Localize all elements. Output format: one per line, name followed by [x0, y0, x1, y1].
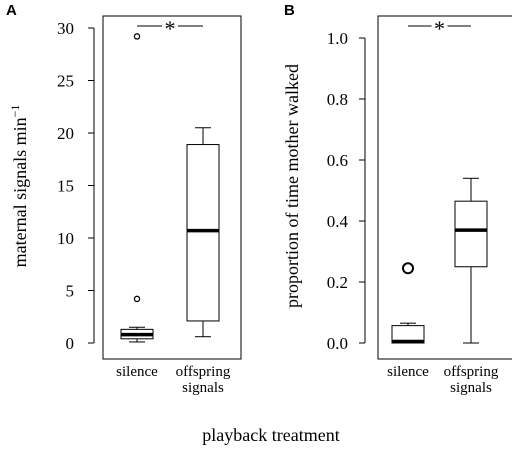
plot-frame	[377, 15, 512, 360]
category-label: silence	[387, 364, 429, 380]
panel-letter: B	[284, 2, 295, 19]
panel-a: A 0 5 10 15 20 25 30 maternal signals min−1 silen…	[6, 2, 242, 396]
outlier-point	[133, 33, 141, 40]
y-axis-label-superscript: −1	[8, 105, 22, 118]
y-axis-label-text: maternal signals min	[10, 117, 30, 267]
y-axis-label-text: proportion of time mother walked	[282, 64, 302, 308]
y-axis-label: maternal signals min−1	[8, 105, 30, 268]
plot-frame	[102, 15, 242, 360]
significance-marker: *	[165, 16, 176, 41]
category-label: signals	[182, 380, 224, 396]
y-tick-label: 30	[57, 19, 74, 38]
x-axis-label: playback treatment	[202, 425, 339, 445]
box-0	[120, 33, 154, 343]
box-1	[186, 127, 220, 338]
box-0	[391, 262, 425, 344]
category-label: offspring	[176, 364, 231, 380]
significance-marker: *	[434, 16, 445, 41]
y-tick-label: 25	[57, 72, 74, 91]
panel-letter: A	[6, 2, 17, 19]
y-tick-label: 20	[57, 124, 74, 143]
y-tick-label: 0.6	[327, 151, 348, 170]
panel-b: B 0.0 0.2 0.4 0.6 0.8 1.0 proportion of time mo…	[282, 2, 512, 396]
y-tick-label: 5	[66, 282, 75, 301]
y-tick-label: 0.8	[327, 90, 348, 109]
y-tick-label: 0	[66, 334, 75, 353]
outlier-point	[133, 295, 141, 303]
y-tick-label: 15	[57, 177, 74, 196]
category-label: silence	[116, 364, 158, 380]
category-label: signals	[450, 380, 492, 396]
box-1	[454, 177, 488, 344]
box-iqr	[454, 200, 488, 268]
y-tick-label: 10	[57, 229, 74, 248]
y-tick-label: 0.2	[327, 273, 348, 292]
category-label: offspring	[444, 364, 499, 380]
outlier-point	[402, 262, 414, 275]
y-axis-label: proportion of time mother walked	[282, 64, 302, 308]
box-iqr	[186, 144, 220, 322]
y-tick-label: 0.0	[327, 334, 348, 353]
y-tick-label: 1.0	[327, 29, 348, 48]
y-tick-label: 0.4	[327, 212, 349, 231]
